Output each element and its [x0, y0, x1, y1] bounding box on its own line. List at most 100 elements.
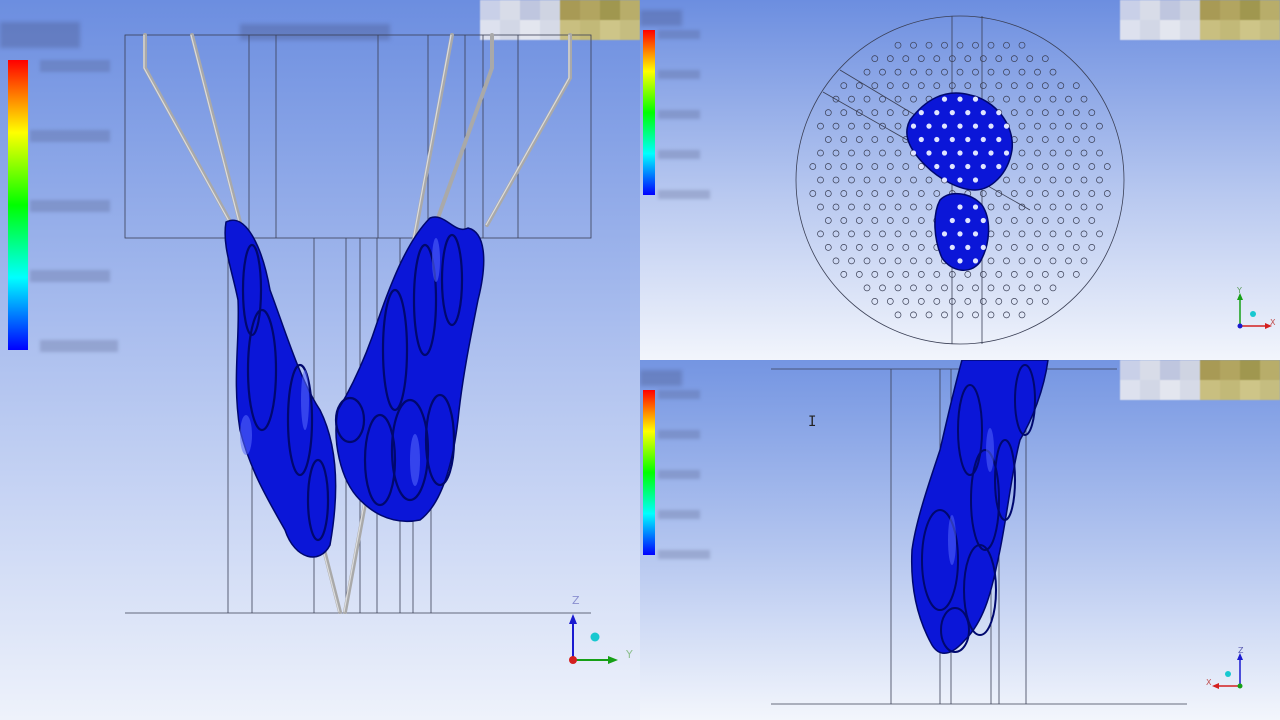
axis-label-y: Y	[1237, 286, 1242, 295]
tube-highlight	[972, 204, 979, 210]
legend-colorbar	[643, 30, 655, 195]
isosurface-tube-highlights	[910, 96, 1010, 264]
legend-title-blurred	[0, 22, 80, 48]
legend-colorbar	[8, 60, 28, 350]
legend-label-blurred	[658, 150, 700, 159]
tube-highlight	[949, 244, 955, 250]
tube-highlight	[957, 204, 963, 210]
tube-highlight	[918, 136, 924, 143]
legend-title-blurred	[640, 370, 682, 386]
legend-label-blurred	[658, 510, 700, 519]
axis-label-z: Z	[1238, 646, 1244, 655]
side-xz-scene	[771, 360, 1187, 705]
legend-label-blurred	[30, 130, 110, 142]
legend-title-blurred	[640, 10, 682, 26]
tube-highlight	[949, 136, 955, 143]
tube-highlight	[965, 163, 971, 170]
axis-label-x: X	[1206, 678, 1212, 687]
legend-label-blurred	[658, 550, 710, 559]
tube-highlight	[980, 217, 986, 224]
legend-colorbar	[643, 390, 655, 555]
axis-triad-xy	[1237, 293, 1272, 329]
color-legend	[0, 60, 120, 352]
viewport-side-xz[interactable]: Z X I	[640, 360, 1280, 720]
isosurface-top	[906, 92, 1013, 271]
isosurface-left	[224, 219, 337, 558]
tube-highlight	[957, 150, 963, 156]
logo-blurred	[1120, 360, 1280, 400]
tube-highlight	[972, 96, 979, 102]
view-title-blurred	[240, 24, 390, 40]
tube-highlight	[965, 244, 971, 250]
tube-highlight	[934, 110, 940, 116]
isosurface-side-xz	[910, 360, 1049, 654]
text-cursor-icon: I	[808, 414, 817, 430]
tube-highlight	[941, 150, 948, 156]
tube-highlight	[949, 110, 955, 116]
isosurface-highlights	[948, 428, 994, 565]
tube-highlight	[941, 123, 948, 129]
tube-highlight	[996, 163, 1002, 170]
tube-highlight	[918, 110, 924, 116]
tube-highlight	[926, 123, 932, 129]
color-legend	[640, 390, 720, 560]
viewport-side-yz[interactable]: Z Y	[0, 0, 640, 720]
tube-highlight	[957, 123, 963, 129]
legend-label-blurred	[40, 60, 110, 72]
tube-highlight	[941, 96, 948, 102]
tube-highlight	[918, 163, 924, 170]
tube-highlight	[980, 244, 986, 250]
legend-label-blurred	[658, 430, 700, 439]
tube-highlight	[988, 123, 994, 129]
legend-label-blurred	[30, 200, 110, 212]
tube-highlight	[957, 177, 963, 183]
top-xy-scene	[795, 15, 1125, 345]
color-legend	[640, 30, 720, 200]
axis-label-z: Z	[572, 594, 580, 607]
tube-highlight	[934, 163, 940, 170]
legend-label-blurred	[658, 390, 700, 399]
axis-triad-xz	[1212, 653, 1243, 689]
legend-label-blurred	[40, 340, 118, 352]
tube-highlight	[972, 258, 979, 264]
tube-highlight	[972, 231, 979, 237]
legend-label-blurred	[658, 470, 700, 479]
tube-highlight	[980, 136, 986, 143]
tube-highlight	[972, 150, 979, 156]
tube-highlight	[910, 150, 917, 156]
tube-highlight	[957, 96, 963, 102]
tube-highlight	[949, 163, 955, 170]
tube-highlight	[957, 258, 963, 264]
legend-label-blurred	[30, 270, 110, 282]
logo-blurred	[1120, 0, 1280, 40]
side-yz-scene	[124, 33, 592, 614]
isosurface-ridges	[241, 233, 464, 542]
tube-highlight	[1003, 123, 1010, 129]
isosurface-ridges	[921, 364, 1036, 653]
isosurface-highlights	[240, 238, 440, 486]
tube-highlight	[965, 110, 971, 116]
axis-label-x: X	[1270, 318, 1276, 327]
tube-highlight	[910, 123, 917, 129]
axis-label-y: Y	[626, 648, 633, 661]
tube-highlight	[957, 231, 963, 237]
legend-label-blurred	[658, 110, 700, 119]
legend-label-blurred	[658, 30, 700, 39]
tube-highlight	[965, 217, 971, 224]
axis-triad-yz	[569, 614, 618, 664]
tube-highlight	[941, 177, 948, 183]
tube-highlight	[972, 177, 979, 183]
isosurface-right	[335, 216, 485, 522]
viewport-top-xy[interactable]: Y X	[640, 0, 1280, 360]
tube-highlight	[926, 150, 932, 156]
tube-highlight	[949, 217, 955, 224]
tube-highlight	[965, 136, 971, 143]
tube-highlight	[941, 231, 948, 237]
tube-highlight	[934, 136, 940, 143]
tube-highlight	[980, 110, 986, 116]
tube-highlight	[972, 123, 979, 129]
tube-highlight	[980, 163, 986, 170]
tube-highlight	[988, 150, 994, 156]
tube-highlight	[996, 110, 1002, 116]
legend-label-blurred	[658, 70, 700, 79]
